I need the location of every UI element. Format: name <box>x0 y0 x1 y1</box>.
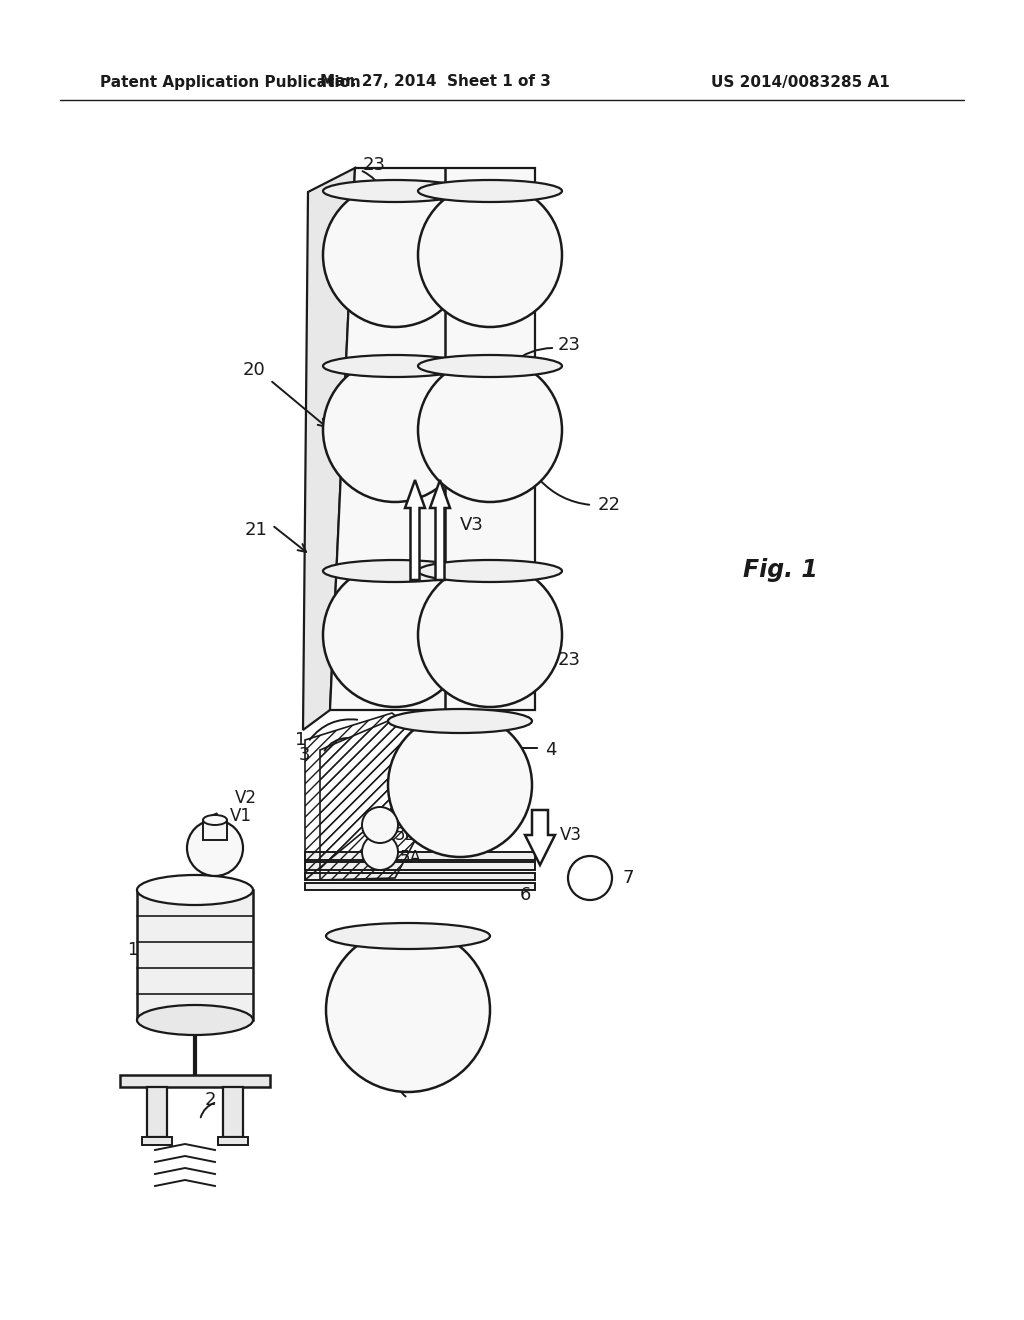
Text: 23: 23 <box>558 337 581 354</box>
Text: Fig. 1: Fig. 1 <box>742 558 817 582</box>
Circle shape <box>326 928 490 1092</box>
Text: V3: V3 <box>560 826 582 843</box>
FancyArrow shape <box>406 480 425 579</box>
Text: 6: 6 <box>520 886 531 904</box>
Bar <box>120 1074 270 1086</box>
Text: US 2014/0083285 A1: US 2014/0083285 A1 <box>711 74 890 90</box>
Circle shape <box>323 358 467 502</box>
Circle shape <box>388 713 532 857</box>
FancyArrow shape <box>525 810 555 865</box>
Text: V3: V3 <box>460 516 484 535</box>
Bar <box>147 1086 167 1137</box>
Text: 22: 22 <box>598 496 621 513</box>
Text: 20: 20 <box>243 360 265 379</box>
Text: Patent Application Publication: Patent Application Publication <box>100 74 360 90</box>
Circle shape <box>362 807 398 843</box>
Text: 2: 2 <box>205 1092 216 1109</box>
Ellipse shape <box>323 180 467 202</box>
Polygon shape <box>303 168 355 730</box>
FancyArrow shape <box>430 480 450 579</box>
Circle shape <box>323 564 467 708</box>
Bar <box>223 1086 243 1137</box>
Bar <box>305 883 535 890</box>
Ellipse shape <box>323 355 467 378</box>
Polygon shape <box>330 168 535 710</box>
Ellipse shape <box>137 1005 253 1035</box>
Text: 5A: 5A <box>400 849 422 867</box>
Ellipse shape <box>418 355 562 378</box>
Bar <box>305 873 535 880</box>
Text: 10: 10 <box>127 941 148 960</box>
Text: 5B: 5B <box>395 826 417 843</box>
Text: 4: 4 <box>545 741 556 759</box>
Circle shape <box>568 855 612 900</box>
Text: V2: V2 <box>234 789 257 807</box>
Bar <box>142 1137 172 1144</box>
Circle shape <box>187 820 243 876</box>
Text: 4: 4 <box>398 1071 410 1089</box>
Text: 23: 23 <box>362 156 386 174</box>
Bar <box>137 890 253 1020</box>
Circle shape <box>323 183 467 327</box>
Text: V1: V1 <box>230 807 252 825</box>
Text: Mar. 27, 2014  Sheet 1 of 3: Mar. 27, 2014 Sheet 1 of 3 <box>319 74 551 90</box>
Bar <box>203 820 227 840</box>
Text: 7: 7 <box>622 869 634 887</box>
Ellipse shape <box>388 709 532 733</box>
Ellipse shape <box>203 814 227 825</box>
Ellipse shape <box>323 560 467 582</box>
Text: 23: 23 <box>558 651 581 669</box>
Circle shape <box>418 564 562 708</box>
Circle shape <box>418 183 562 327</box>
Ellipse shape <box>418 180 562 202</box>
Bar <box>305 851 535 861</box>
Bar <box>305 862 535 870</box>
Text: 21: 21 <box>245 521 268 539</box>
Bar <box>218 1137 248 1144</box>
Ellipse shape <box>418 560 562 582</box>
Circle shape <box>418 358 562 502</box>
Text: 3: 3 <box>299 746 310 764</box>
Ellipse shape <box>326 923 490 949</box>
Circle shape <box>362 834 398 870</box>
Ellipse shape <box>137 875 253 906</box>
Text: 1: 1 <box>295 731 306 748</box>
